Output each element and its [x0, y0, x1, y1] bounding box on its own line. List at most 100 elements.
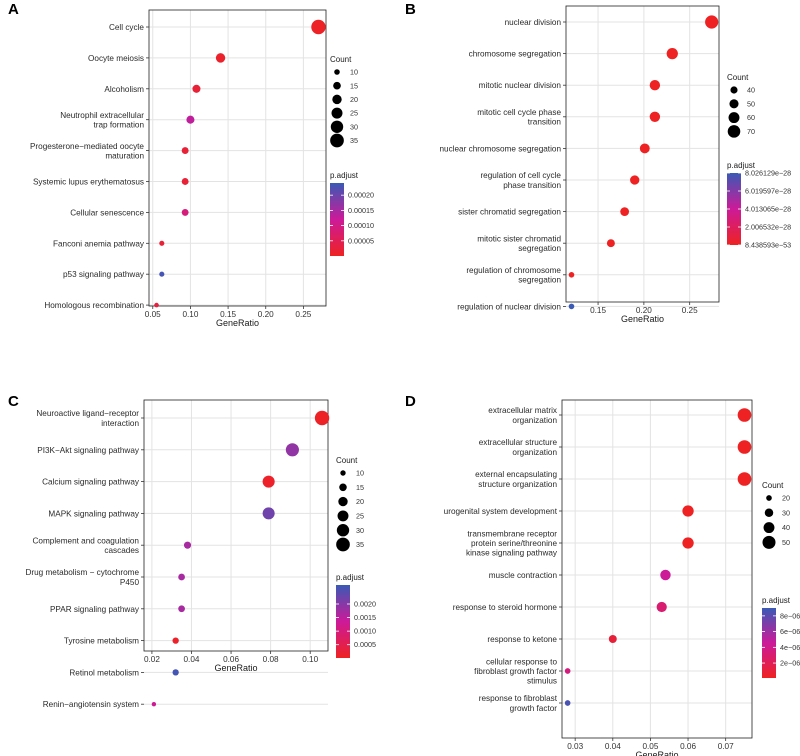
- category-label: response to ketone: [487, 635, 557, 644]
- category-label-line: Fanconi anemia pathway: [53, 239, 145, 248]
- legend-colorbar: [727, 173, 741, 245]
- legend-color-label: 6.019597e−28: [745, 187, 791, 196]
- plot-frame: [561, 399, 753, 739]
- data-point: [215, 53, 226, 63]
- x-tick-label: 0.10: [182, 310, 198, 319]
- legend-size-label: 30: [350, 122, 358, 131]
- category-label-line: regulation of chromosome: [466, 266, 561, 275]
- legend-size-label: 35: [356, 540, 364, 549]
- category-label: Retinol metabolism: [69, 668, 139, 677]
- category-label: cellular response to fibroblast growth fa…: [474, 657, 557, 685]
- legend-size-key: [333, 81, 341, 90]
- data-point: [285, 443, 299, 457]
- category-label-line: cellular response to: [486, 657, 557, 666]
- data-point: [154, 302, 159, 308]
- data-point: [181, 178, 189, 185]
- category-label-line: chromosome segregation: [469, 50, 562, 59]
- x-tick-label: 0.05: [642, 742, 658, 751]
- data-point: [568, 272, 575, 278]
- legend-size-key: [336, 524, 350, 537]
- category-label: sister chromatid segregation: [458, 208, 561, 217]
- category-label: mitotic nuclear division: [479, 81, 562, 90]
- data-point: [262, 475, 275, 488]
- legend-size-label: 70: [747, 127, 755, 136]
- category-label-line: nuclear chromosome segregation: [439, 144, 561, 153]
- category-label-line: Retinol metabolism: [69, 668, 139, 677]
- category-label: nuclear chromosome segregation: [439, 144, 561, 153]
- category-label-line: organization: [512, 448, 557, 457]
- legend-color-label: 8.438593e−53: [745, 241, 791, 250]
- legend-size-label: 50: [747, 99, 755, 108]
- data-point: [737, 408, 752, 422]
- x-tick-label: 0.03: [567, 742, 583, 751]
- x-tick-label: 0.04: [184, 655, 200, 664]
- legend-size-label: 15: [350, 81, 358, 90]
- category-label-line: Cell cycle: [109, 23, 144, 32]
- legend-color-label: 4.013065e−28: [745, 205, 791, 214]
- category-label: Cell cycle: [109, 23, 144, 32]
- legend-color-label: 0.00020: [348, 191, 374, 200]
- category-label-line: Tyrosine metabolism: [64, 637, 139, 646]
- legend-size-label: 10: [350, 68, 358, 77]
- legend-size-label: 35: [350, 136, 358, 145]
- category-label: mitotic cell cycle phase transition: [477, 108, 561, 127]
- category-label-line: regulation of cell cycle: [480, 171, 561, 180]
- category-label-line: Oocyte meiosis: [88, 54, 144, 63]
- category-label: Drug metabolism − cytochrome P450: [25, 568, 139, 587]
- category-label-line: MAPK signaling pathway: [48, 509, 139, 518]
- legend-color-label: 0.00005: [348, 236, 374, 245]
- category-label: regulation of chromosome segregation: [466, 266, 561, 285]
- data-point: [151, 702, 157, 707]
- legend-size-title: Count: [330, 55, 352, 64]
- data-point: [620, 207, 630, 216]
- category-label-line: Cellular senescence: [70, 208, 144, 217]
- category-label-line: maturation: [105, 151, 144, 160]
- category-label-line: sister chromatid segregation: [458, 208, 561, 217]
- x-tick-label: 0.06: [223, 655, 239, 664]
- legend-size-key: [334, 69, 340, 75]
- category-label-line: Progesterone−mediated oocyte: [30, 142, 144, 151]
- data-point: [192, 84, 201, 93]
- category-label: p53 signaling pathway: [63, 270, 145, 279]
- data-point: [178, 573, 185, 581]
- category-label-line: growth factor: [510, 704, 558, 713]
- category-label-line: kinase signaling pathway: [466, 549, 558, 558]
- panel-b: B 0.15 0.20 0.25 GeneRatio nuclear division ch…: [405, 1, 791, 324]
- panel-d: D 0.03 0.04 0.05 0.06 0.07 GeneRatio extracellu…: [405, 393, 800, 756]
- data-point: [172, 669, 179, 676]
- panel-letter: C: [8, 393, 19, 410]
- data-point: [178, 605, 185, 613]
- category-label-line: Calcium signaling pathway: [42, 478, 140, 487]
- x-tick-label: 0.04: [605, 742, 621, 751]
- panel-letter: B: [405, 1, 416, 18]
- category-label: Complement and coagulation cascades: [32, 536, 139, 555]
- category-label: nuclear division: [505, 18, 562, 27]
- category-label-line: extracellular structure: [479, 438, 558, 447]
- category-label-line: Alcoholism: [104, 85, 144, 94]
- plot-area: [144, 400, 328, 651]
- category-label: extracellular structure organization: [479, 438, 558, 457]
- category-label: Calcium signaling pathway: [42, 478, 140, 487]
- data-point: [564, 668, 571, 674]
- legend-size-key: [762, 535, 776, 549]
- legend-color-label: 0.00015: [348, 206, 374, 215]
- legend-color-label: 0.0020: [354, 599, 376, 608]
- category-label-line: external encapsulating: [475, 470, 557, 479]
- legend-color-title: p.adjust: [330, 171, 359, 180]
- legend-size-title: Count: [762, 481, 784, 490]
- legend-size-key: [337, 510, 349, 522]
- category-label-line: mitotic sister chromatid: [477, 234, 561, 243]
- legend-colorbar: [330, 183, 344, 256]
- category-label: muscle contraction: [489, 571, 558, 580]
- legend-size-label: 50: [782, 538, 790, 547]
- category-label-line: mitotic nuclear division: [479, 81, 562, 90]
- category-label: external encapsulating structure organiza…: [475, 470, 557, 489]
- legend-color-title: p.adjust: [336, 573, 365, 582]
- data-point: [564, 700, 571, 706]
- category-label-line: cascades: [104, 546, 139, 555]
- category-label-line: transition: [528, 118, 562, 127]
- category-label: Oocyte meiosis: [88, 54, 144, 63]
- legend-color-label: 8e−06: [780, 611, 800, 620]
- data-point: [606, 239, 615, 248]
